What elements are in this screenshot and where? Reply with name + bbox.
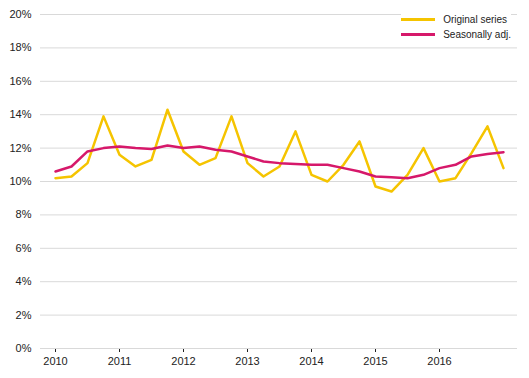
svg-text:12%: 12% — [9, 142, 31, 154]
svg-text:0%: 0% — [16, 342, 32, 354]
svg-text:8%: 8% — [16, 208, 32, 220]
svg-text:2015: 2015 — [363, 355, 387, 367]
svg-text:2013: 2013 — [235, 355, 259, 367]
svg-text:2012: 2012 — [171, 355, 195, 367]
html-text:Original series: Original series — [443, 14, 508, 25]
svg-text:18%: 18% — [9, 41, 31, 53]
svg-text:2011: 2011 — [108, 355, 132, 367]
svg-text:2%: 2% — [16, 309, 32, 321]
html-text:Seasonally adj.: Seasonally adj. — [443, 29, 511, 40]
svg-text:2016: 2016 — [427, 355, 451, 367]
svg-text:2014: 2014 — [299, 355, 323, 367]
svg-text:2010: 2010 — [43, 355, 67, 367]
svg-text:6%: 6% — [16, 242, 32, 254]
svg-text:4%: 4% — [16, 275, 32, 287]
svg-text:10%: 10% — [9, 175, 31, 187]
svg-text:20%: 20% — [9, 8, 31, 20]
svg-text:14%: 14% — [9, 108, 31, 120]
svg-text:16%: 16% — [9, 75, 31, 87]
